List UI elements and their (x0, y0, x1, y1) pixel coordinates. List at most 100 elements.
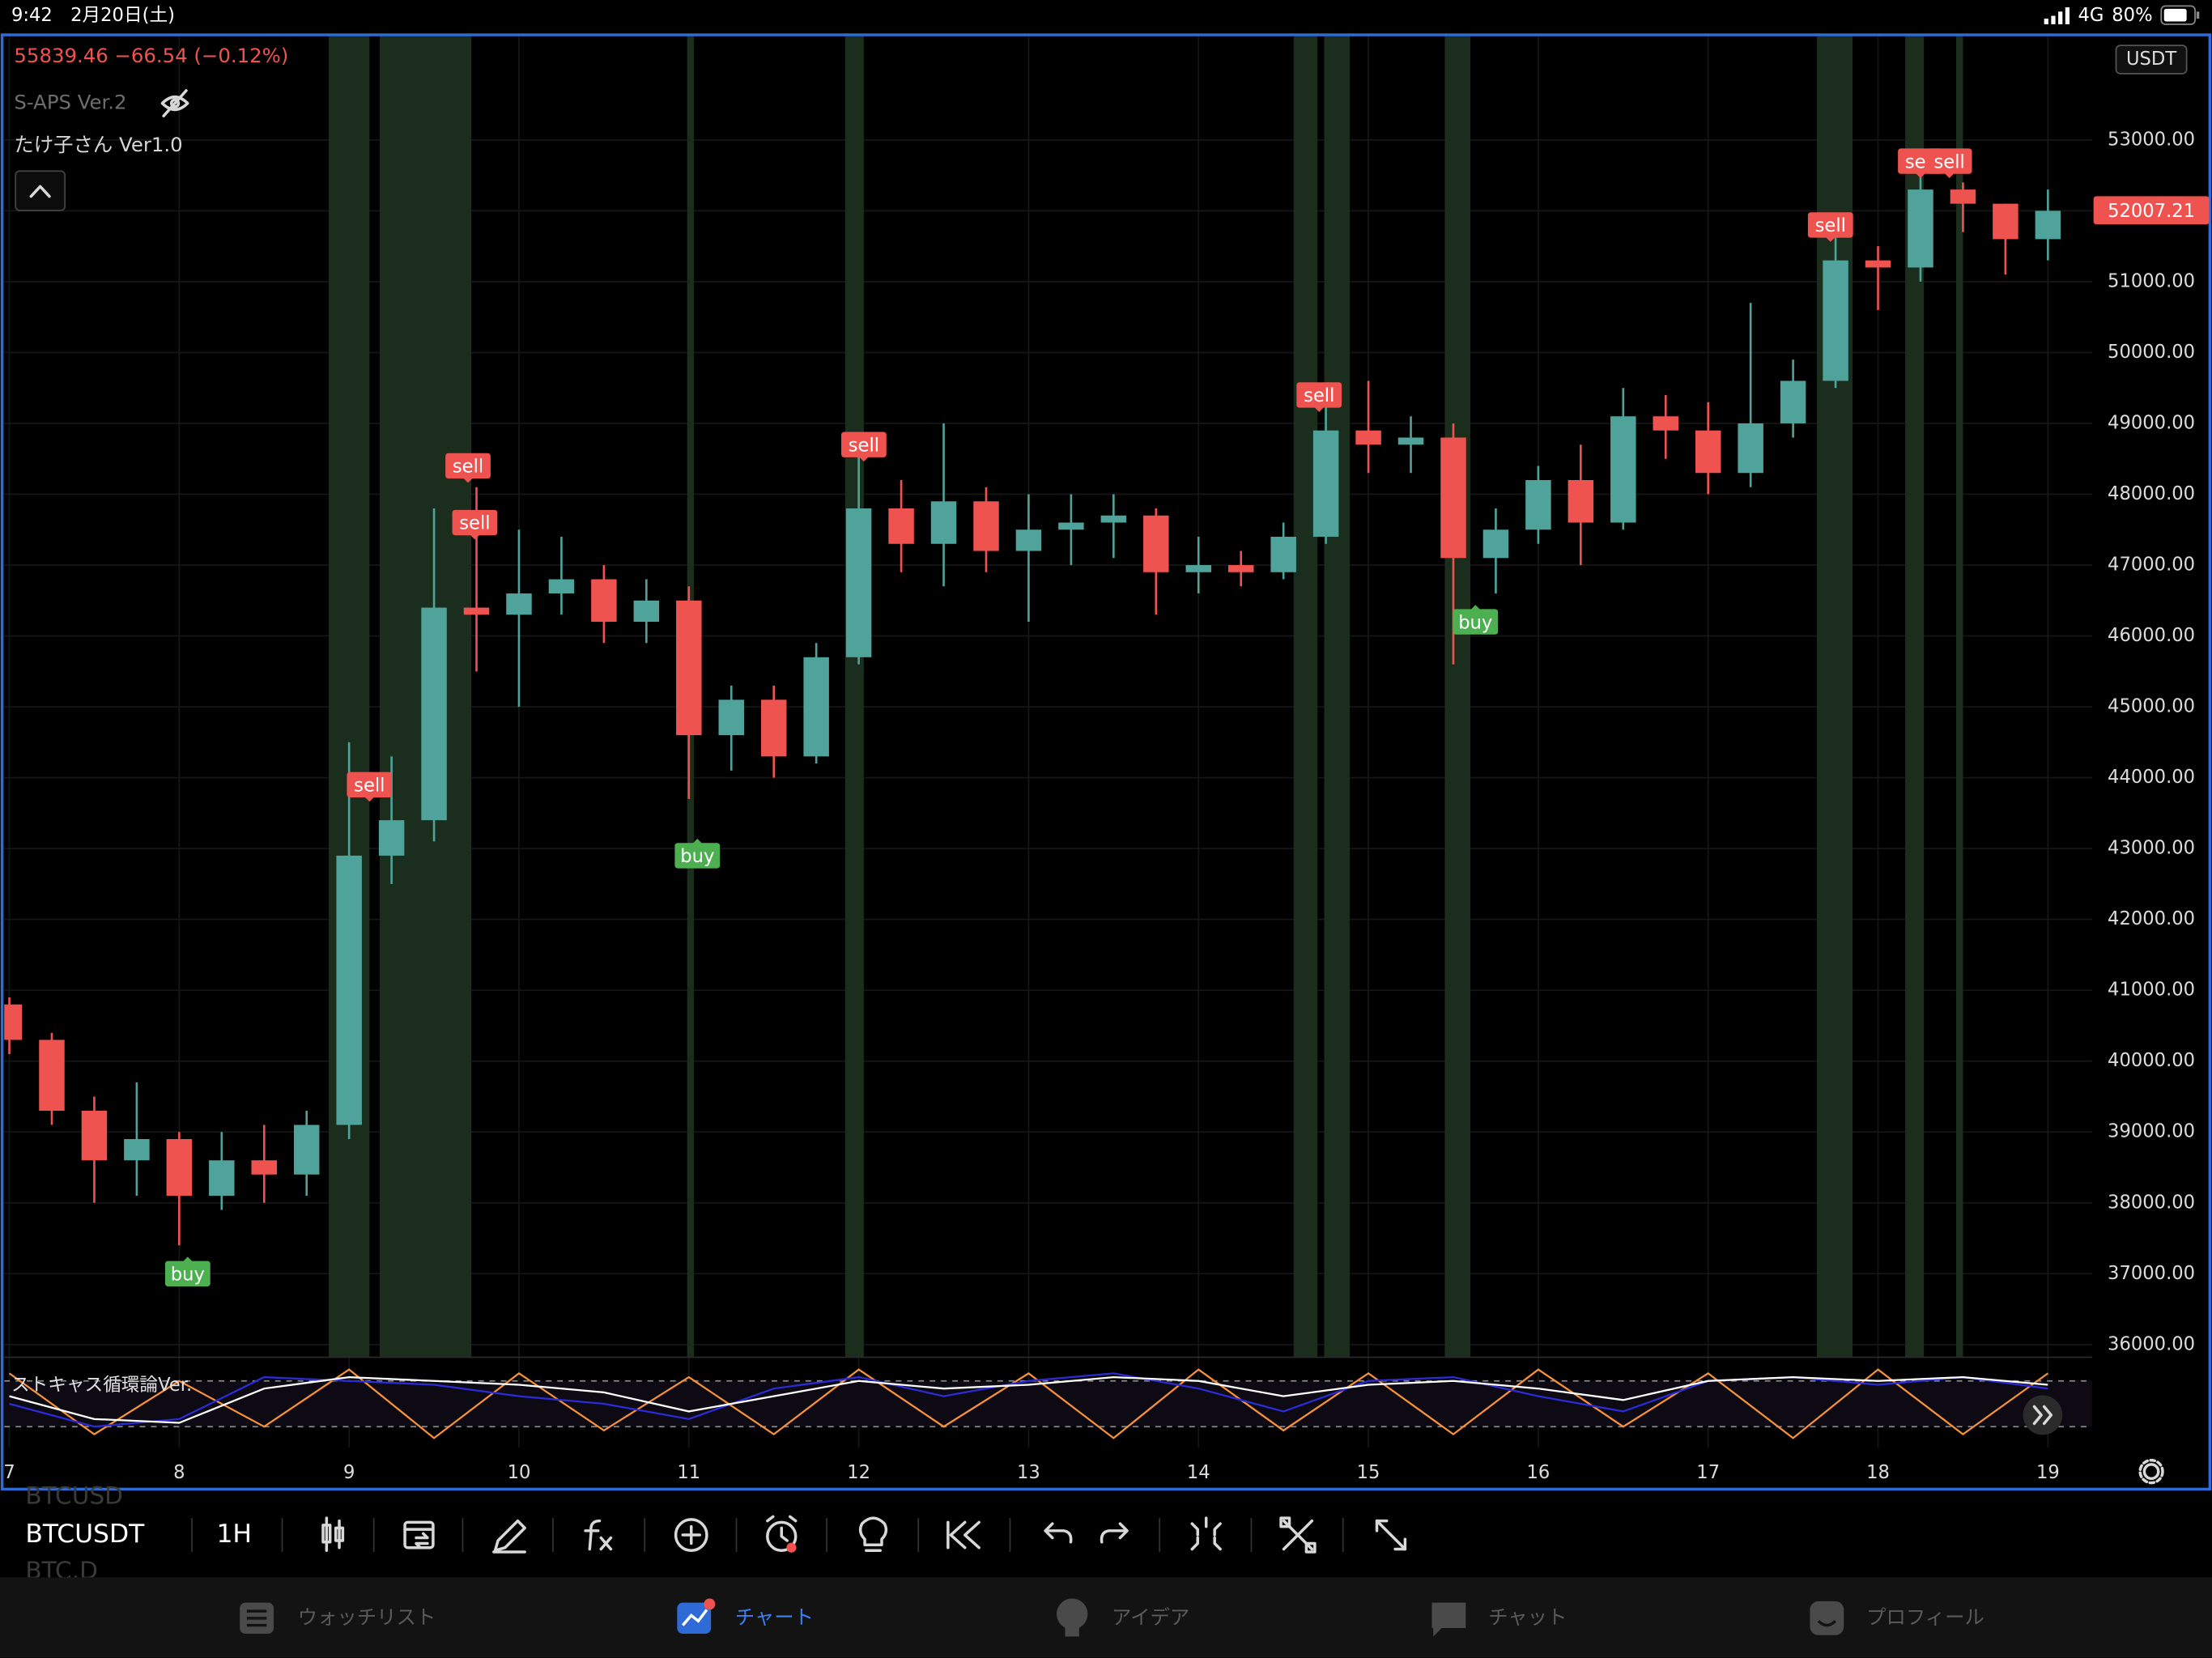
candle-body (1270, 537, 1296, 572)
signal-marker (164, 1261, 211, 1286)
signal-text: sell (849, 435, 879, 456)
y-tick-label: 40000.00 (2108, 1050, 2195, 1071)
signal-text: sell (459, 513, 490, 534)
currency-label: USDT (2126, 49, 2176, 70)
symbol[interactable]: BTCUSDT (25, 1520, 145, 1549)
price-change: 55839.46 −66.54 (−0.12%) (14, 44, 288, 67)
tab-watchlist[interactable]: ウォッチリスト (240, 1602, 436, 1635)
indicator-name[interactable]: S-APS Ver.2 (14, 91, 126, 114)
ideas-button[interactable] (858, 1516, 888, 1552)
tab-label: チャット (1488, 1605, 1567, 1629)
y-tick-label: 51000.00 (2108, 270, 2195, 291)
candle-body (81, 1110, 108, 1161)
signal-zone (1444, 35, 1470, 1358)
y-tick-label: 48000.00 (2108, 483, 2195, 504)
y-tick-label: 42000.00 (2108, 908, 2195, 929)
signal-text: sell (1815, 215, 1846, 236)
fullscreen-button[interactable] (1375, 1519, 1407, 1551)
signal-marker (674, 843, 721, 869)
tools-button[interactable] (1279, 1516, 1317, 1554)
y-tick-label: 37000.00 (2108, 1263, 2195, 1284)
candle-body (209, 1160, 235, 1197)
x-tick-label: 8 (173, 1462, 185, 1483)
tab-chat[interactable]: チャット (1431, 1602, 1567, 1637)
settings-icon[interactable] (2138, 1458, 2164, 1485)
candle-body (1993, 203, 2018, 240)
candle-type-button[interactable] (321, 1516, 345, 1552)
candle-body (506, 593, 532, 615)
y-tick-label: 49000.00 (2108, 412, 2195, 433)
signal-text: buy (1458, 612, 1492, 633)
candle-body (421, 607, 447, 821)
x-tick-label: 11 (677, 1462, 700, 1483)
candle-body (1525, 479, 1551, 530)
oscillator-line (8, 1368, 2049, 1439)
candle-body (1865, 260, 1891, 268)
toolbar (0, 1491, 2212, 1576)
candle-body (1738, 423, 1763, 474)
candle-body (336, 855, 362, 1125)
collapse-button[interactable] (15, 170, 66, 211)
hidden-eye-icon[interactable] (160, 89, 189, 117)
x-tick-label: 9 (343, 1462, 355, 1483)
candle-body (1653, 416, 1678, 431)
draw-button[interactable] (492, 1519, 526, 1554)
signal-label: sell (841, 432, 887, 462)
currency-badge[interactable]: USDT (2115, 45, 2188, 74)
candle-body (378, 820, 405, 856)
candle-body (1908, 189, 1933, 268)
toolbar-separators (191, 1518, 1344, 1552)
y-tick-label: 44000.00 (2108, 767, 2195, 788)
auto-fit-button[interactable] (1190, 1516, 1222, 1551)
replay-button[interactable] (946, 1520, 981, 1550)
compare-button[interactable] (403, 1520, 435, 1550)
candle-body (1440, 437, 1466, 559)
x-tick-label: 18 (1866, 1462, 1890, 1483)
candle-body (124, 1139, 150, 1161)
tab-profile[interactable]: プロフィール (1810, 1601, 1984, 1635)
y-tick-label: 45000.00 (2108, 696, 2195, 717)
candle-body (1482, 529, 1509, 559)
tab-ideas[interactable]: アイデア (1057, 1598, 1189, 1637)
oscillator-line (9, 1375, 2048, 1424)
price-plot[interactable]: buysellsellsellbuysellsellbuysellsellsel… (0, 35, 2061, 1358)
candle-body (1015, 529, 1042, 551)
signal-text: sell (1933, 151, 1964, 172)
redo-button[interactable] (1100, 1522, 1129, 1544)
signal-zone (328, 35, 370, 1358)
candle-body (251, 1160, 277, 1175)
candle-body (676, 600, 702, 736)
undo-button[interactable] (1044, 1522, 1073, 1544)
alert-button[interactable] (766, 1515, 798, 1553)
candle-body (1100, 515, 1127, 523)
signal-zone (1905, 35, 1925, 1358)
oscillator-plot[interactable] (4, 1368, 2092, 1439)
signal-icon (2044, 7, 2070, 24)
interval[interactable]: 1H (216, 1520, 252, 1549)
tab-chart[interactable]: チャート (677, 1598, 814, 1635)
candle-body (1227, 565, 1254, 572)
expand-button[interactable] (2023, 1395, 2063, 1435)
x-tick-label: 14 (1187, 1462, 1210, 1483)
add-button[interactable] (674, 1518, 708, 1552)
candle-body (1143, 515, 1169, 572)
candle-body (4, 1004, 23, 1040)
y-tick-label: 39000.00 (2108, 1121, 2195, 1142)
tab-label: アイデア (1112, 1605, 1189, 1629)
signal-label: sell (445, 453, 491, 483)
symbol-prev[interactable]: BTCUSD (25, 1482, 123, 1510)
indicator-name[interactable]: ストキャス循環論Ver. (11, 1375, 192, 1396)
candle-body (166, 1139, 193, 1197)
signal-zone (844, 35, 864, 1358)
signal-label: sell (1296, 382, 1342, 412)
signal-pointer (462, 477, 474, 483)
signal-marker (452, 509, 498, 536)
signal-pointer (1470, 605, 1482, 611)
indicators-button[interactable] (584, 1519, 613, 1551)
indicator-name[interactable]: たけ子さん Ver1.0 (14, 133, 182, 156)
last-price-label: 52007.21 (2108, 201, 2195, 222)
signal-text: sell (1304, 385, 1334, 406)
y-tick-label: 38000.00 (2108, 1192, 2195, 1213)
